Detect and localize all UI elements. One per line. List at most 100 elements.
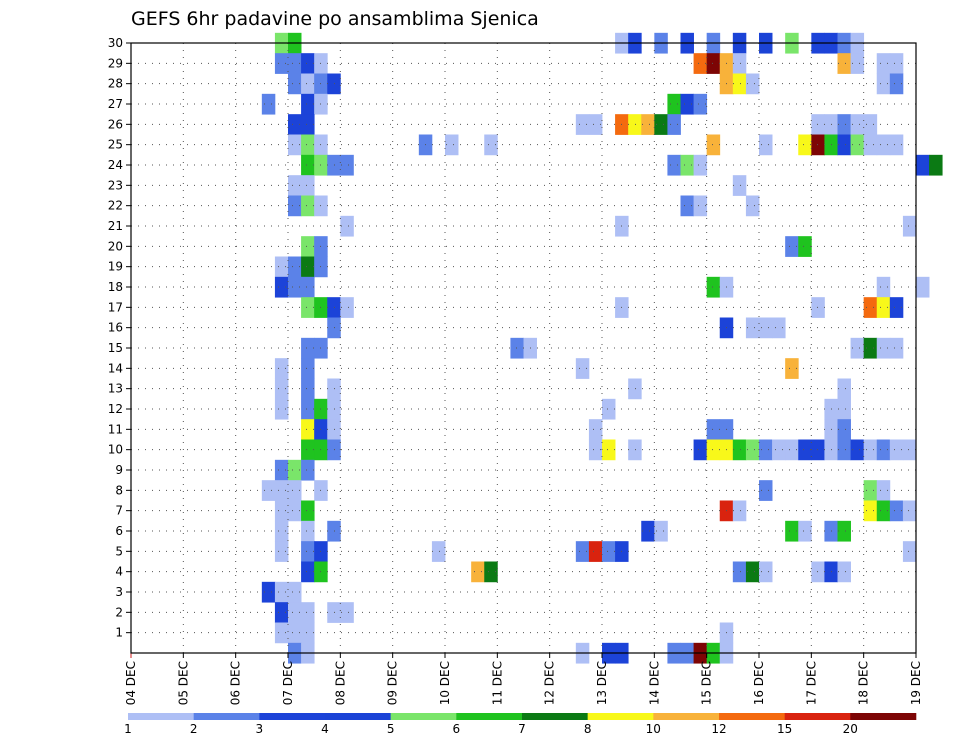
y-tick-label: 1 [115, 626, 123, 640]
heatmap-cell [902, 439, 917, 461]
y-tick-label: 11 [108, 422, 123, 436]
heatmap-cell [301, 398, 315, 420]
heatmap-cell [274, 622, 289, 644]
heatmap-cell [641, 520, 655, 542]
heatmap-cell [706, 276, 721, 298]
colorbar-swatch [259, 713, 326, 720]
heatmap-cell [445, 134, 459, 156]
heatmap-cell [602, 439, 616, 461]
heatmap-cell [811, 297, 825, 318]
heatmap-cell [340, 154, 354, 176]
heatmap-cell [863, 500, 878, 522]
heatmap-cell [706, 419, 721, 440]
heatmap-cell [863, 134, 878, 156]
heatmap-cell [667, 114, 681, 135]
heatmap-cell [288, 175, 302, 196]
heatmap-cell [863, 480, 878, 501]
heatmap-cell [837, 53, 851, 74]
heatmap-cell [850, 134, 865, 156]
heatmap-cell [785, 358, 799, 379]
heatmap-cell [274, 256, 289, 278]
colorbar: 1 2 3 4 5 6 7 8 10 12 15 20 [124, 713, 917, 736]
heatmap-cell [274, 398, 289, 420]
colorbar-swatch [456, 713, 523, 720]
heatmap-cell [274, 500, 289, 522]
colorbar-swatch [522, 713, 588, 720]
colorbar-swatch [719, 713, 785, 720]
heatmap-cell [876, 297, 891, 318]
heatmap-cell [288, 622, 302, 644]
heatmap-cell [693, 154, 708, 176]
heatmap-cell [693, 439, 708, 461]
heatmap-cell [628, 439, 642, 461]
x-tick-label: 08 DEC [333, 661, 347, 705]
heatmap-cell [863, 337, 878, 359]
heatmap-cell [431, 541, 446, 562]
heatmap-cell [850, 53, 865, 74]
heatmap-cell [876, 439, 891, 461]
colorbar-swatch [784, 713, 851, 720]
heatmap-cell [288, 53, 302, 74]
heatmap-cell [837, 439, 851, 461]
heatmap-cell [876, 134, 891, 156]
heatmap-cell [772, 317, 786, 339]
heatmap-cell [902, 541, 917, 562]
y-tick-label: 8 [115, 483, 123, 497]
heatmap-cell [588, 439, 603, 461]
heatmap-cell [340, 297, 354, 318]
heatmap-cell [274, 602, 289, 623]
heatmap-cell [575, 114, 590, 135]
y-tick-label: 18 [108, 280, 123, 294]
heatmap-cell [274, 520, 289, 542]
x-tick-label: 13 DEC [595, 661, 609, 705]
heatmap-cell [732, 561, 747, 583]
y-tick-label: 30 [108, 36, 123, 50]
heatmap-cell [785, 520, 799, 542]
heatmap-cell [837, 114, 851, 135]
heatmap-cell [811, 439, 825, 461]
heatmap-cell [693, 93, 708, 115]
heatmap-cell [261, 480, 276, 501]
colorbar-swatch [390, 713, 457, 720]
heatmap-cell [301, 236, 315, 257]
heatmap-cell [759, 134, 773, 156]
heatmap-cell [274, 480, 289, 501]
heatmap-cell [274, 276, 289, 298]
heatmap-cell [340, 602, 354, 623]
colorbar-swatch [193, 713, 260, 720]
heatmap-cell [301, 93, 315, 115]
heatmap-cell [693, 195, 708, 217]
heatmap-cell [327, 520, 341, 542]
y-tick-label: 23 [108, 178, 123, 192]
heatmap-cell [301, 297, 315, 318]
y-tick-label: 7 [115, 504, 123, 518]
heatmap-cell [602, 398, 616, 420]
heatmap-cell [876, 73, 891, 95]
heatmap-cell [288, 256, 302, 278]
heatmap-cell [641, 114, 655, 135]
heatmap-cell [759, 480, 773, 501]
heatmap-cell [916, 276, 930, 298]
heatmap-cell [628, 378, 642, 400]
y-tick-label: 26 [108, 117, 123, 131]
heatmap-cell [732, 439, 747, 461]
heatmap-cell [902, 500, 917, 522]
heatmap-cell [484, 134, 498, 156]
heatmap-cell [680, 195, 694, 217]
heatmap-cell [732, 53, 747, 74]
heatmap-cell [837, 134, 851, 156]
colorbar-swatch [128, 713, 194, 720]
heatmap-cell [837, 561, 851, 583]
y-tick-label: 5 [115, 544, 123, 558]
colorbar-label: 6 [452, 722, 460, 736]
y-axis-ticks: 1234567891011121314151617181920212223242… [108, 36, 131, 640]
colorbar-label: 20 [843, 722, 858, 736]
colorbar-label: 2 [190, 722, 198, 736]
heatmap-cell [301, 195, 315, 217]
colorbar-label: 5 [387, 722, 395, 736]
heatmap-cell [759, 561, 773, 583]
colorbar-label: 3 [255, 722, 263, 736]
heatmap-cell [288, 195, 302, 217]
y-tick-label: 15 [108, 341, 123, 355]
